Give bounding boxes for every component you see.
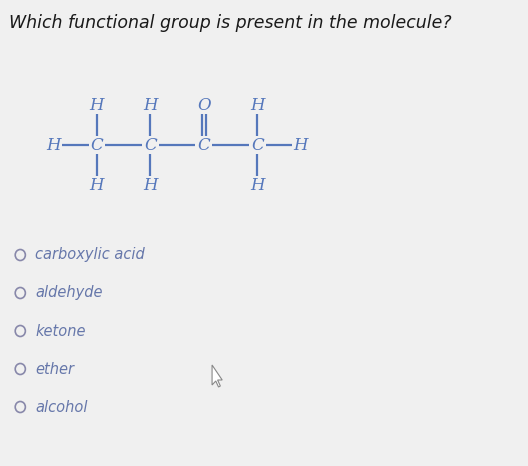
Text: H: H xyxy=(90,96,104,114)
Text: H: H xyxy=(46,137,61,153)
Text: H: H xyxy=(90,177,104,193)
Text: C: C xyxy=(197,137,210,153)
Text: H: H xyxy=(250,96,265,114)
Text: carboxylic acid: carboxylic acid xyxy=(35,247,145,262)
Text: C: C xyxy=(90,137,103,153)
Text: H: H xyxy=(143,96,157,114)
Text: H: H xyxy=(250,177,265,193)
Text: ketone: ketone xyxy=(35,323,86,338)
Polygon shape xyxy=(212,365,222,387)
Text: O: O xyxy=(197,96,211,114)
Text: H: H xyxy=(294,137,308,153)
Text: aldehyde: aldehyde xyxy=(35,286,102,301)
Text: H: H xyxy=(143,177,157,193)
Text: ether: ether xyxy=(35,362,74,377)
Text: C: C xyxy=(144,137,157,153)
Text: Which functional group is present in the molecule?: Which functional group is present in the… xyxy=(9,14,452,32)
Text: alcohol: alcohol xyxy=(35,399,88,414)
Text: C: C xyxy=(251,137,263,153)
